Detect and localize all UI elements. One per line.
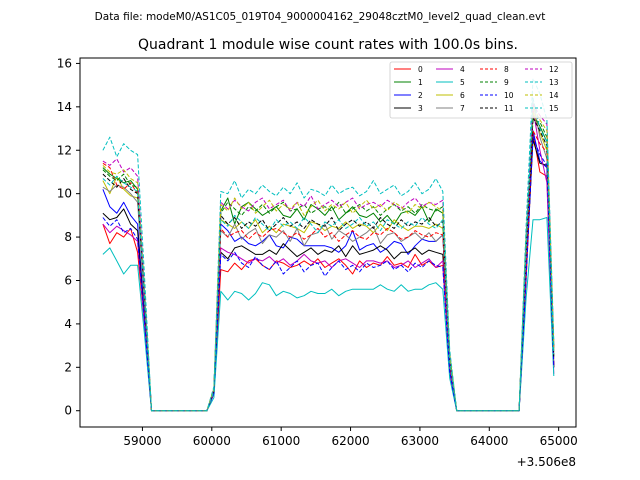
x-tick-label: 60000 <box>193 434 231 448</box>
series-line-12 <box>102 104 555 412</box>
legend-label: 2 <box>418 91 423 100</box>
x-tick-label: 65000 <box>540 434 578 448</box>
legend-label: 15 <box>549 104 559 113</box>
series-line-8 <box>102 130 555 412</box>
x-offset-label: +3.506e8 <box>517 455 576 469</box>
series-line-3 <box>102 138 555 412</box>
legend-label: 8 <box>504 65 509 74</box>
legend-label: 5 <box>460 78 465 87</box>
x-tick-label: 59000 <box>123 434 161 448</box>
y-tick-label: 4 <box>64 317 72 331</box>
x-tick-label: 63000 <box>401 434 439 448</box>
legend-label: 0 <box>418 65 423 74</box>
y-tick-label: 2 <box>64 360 72 374</box>
series-line-4 <box>102 108 555 412</box>
legend-label: 10 <box>504 91 514 100</box>
y-axis: 0 2 4 6 8 10 12 14 16 <box>57 56 80 418</box>
legend-label: 1 <box>418 78 423 87</box>
x-axis: 59000 60000 61000 62000 63000 64000 65000 <box>123 427 578 448</box>
series-line-14 <box>102 106 555 412</box>
legend-label: 3 <box>418 104 423 113</box>
x-tick-label: 64000 <box>470 434 508 448</box>
legend-label: 7 <box>460 104 465 113</box>
chart-title: Quadrant 1 module wise count rates with … <box>138 37 518 53</box>
legend-label: 6 <box>460 91 465 100</box>
x-tick-label: 62000 <box>331 434 369 448</box>
series-line-2 <box>102 130 555 412</box>
legend-label: 14 <box>549 91 559 100</box>
legend-label: 4 <box>460 65 465 74</box>
legend-label: 9 <box>504 78 509 87</box>
x-tick-label: 61000 <box>262 434 300 448</box>
plot-area <box>102 78 555 412</box>
data-file-note: Data file: modeM0/AS1C05_019T04_90000041… <box>95 11 546 23</box>
y-tick-label: 14 <box>57 100 72 114</box>
series-line-0 <box>102 132 555 412</box>
legend-label: 13 <box>549 78 559 87</box>
legend-box <box>389 61 573 119</box>
series-line-13 <box>102 78 555 412</box>
y-tick-label: 8 <box>64 230 72 244</box>
series-line-1 <box>102 115 555 412</box>
series-line-6 <box>102 110 555 412</box>
y-tick-label: 16 <box>57 56 72 70</box>
y-tick-label: 6 <box>64 273 72 287</box>
series-line-10 <box>102 136 555 412</box>
legend-label: 11 <box>504 104 514 113</box>
series-line-15 <box>102 97 555 412</box>
y-tick-label: 12 <box>57 143 72 157</box>
y-tick-label: 10 <box>57 187 72 201</box>
legend-label: 12 <box>549 65 559 74</box>
y-tick-label: 0 <box>64 404 72 418</box>
axes-frame <box>79 57 577 428</box>
series-line-7 <box>102 102 555 412</box>
